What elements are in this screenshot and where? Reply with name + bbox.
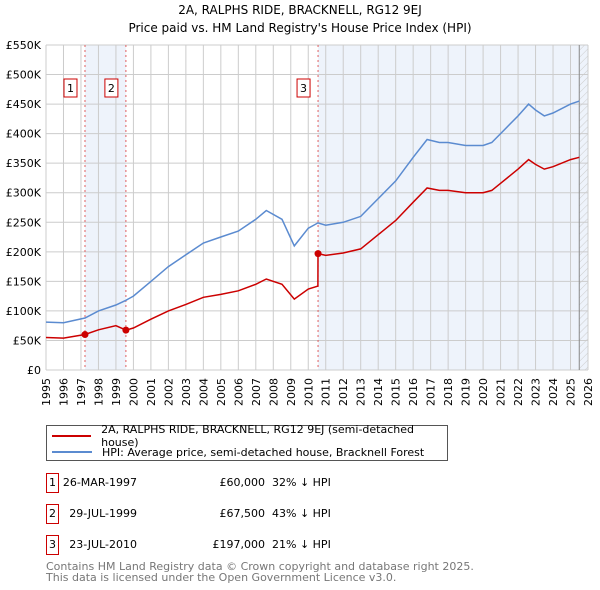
y-tick-label: £300K bbox=[6, 187, 42, 200]
sale-point bbox=[314, 250, 322, 258]
x-tick-label: 2009 bbox=[285, 378, 298, 406]
sale-point bbox=[81, 331, 89, 339]
legend-item-hpi: HPI: Average price, semi-detached house,… bbox=[47, 444, 424, 460]
sale-point bbox=[122, 326, 130, 334]
x-tick-label: 2017 bbox=[425, 378, 438, 406]
x-tick-label: 2008 bbox=[267, 378, 280, 406]
x-tick-label: 2014 bbox=[372, 378, 385, 406]
sale-marker-box bbox=[104, 78, 119, 98]
y-tick-label: £350K bbox=[6, 157, 42, 170]
legend-label: HPI: Average price, semi-detached house,… bbox=[102, 445, 425, 459]
sale-date: 26-MAR-1997 bbox=[62, 476, 137, 489]
y-tick-label: £550K bbox=[6, 39, 42, 52]
x-tick-label: 2004 bbox=[197, 378, 210, 406]
legend-label: 2A, RALPHS RIDE, BRACKNELL, RG12 9EJ (se… bbox=[101, 423, 414, 449]
y-tick-label: £500K bbox=[6, 69, 42, 82]
sale-marker-label: 3 bbox=[300, 82, 307, 95]
chart-subtitle: Price paid vs. HM Land Registry's House … bbox=[128, 21, 471, 35]
x-tick-label: 2002 bbox=[162, 378, 175, 406]
shaded-period bbox=[318, 45, 588, 370]
y-tick-label: £50K bbox=[13, 334, 42, 347]
sale-marker-box bbox=[296, 78, 311, 98]
x-tick-label: 2025 bbox=[565, 378, 578, 406]
red-line-swatch bbox=[52, 435, 92, 437]
x-tick-label: 2007 bbox=[250, 378, 263, 406]
hpi-diff: 32% ↓ HPI bbox=[272, 476, 331, 489]
sale-marker-label: 2 bbox=[108, 82, 115, 95]
x-tick-label: 2021 bbox=[495, 378, 508, 406]
x-tick-label: 2023 bbox=[530, 378, 543, 406]
hpi-diff: 43% ↓ HPI bbox=[272, 507, 331, 520]
x-tick-label: 1996 bbox=[57, 378, 70, 406]
y-tick-label: £450K bbox=[6, 98, 42, 111]
table-row: 2 29-JUL-1999 £67,500 43% ↓ HPI bbox=[46, 504, 446, 524]
sale-date: 23-JUL-2010 bbox=[69, 538, 137, 551]
future-hatch bbox=[579, 45, 588, 370]
x-tick-label: 2020 bbox=[477, 378, 490, 406]
price-chart: 2A, RALPHS RIDE, BRACKNELL, RG12 9EJ Pri… bbox=[6, 3, 595, 406]
sale-marker-box bbox=[63, 78, 78, 98]
y-tick-label: £0 bbox=[27, 364, 41, 377]
footer-copyright: Contains HM Land Registry data © Crown c… bbox=[46, 560, 474, 573]
table-row: 1 26-MAR-1997 £60,000 32% ↓ HPI bbox=[46, 473, 446, 493]
y-tick-label: £150K bbox=[6, 275, 42, 288]
sale-marker-label: 1 bbox=[67, 82, 74, 95]
blue-line-swatch bbox=[52, 451, 92, 453]
x-tick-label: 2000 bbox=[127, 378, 140, 406]
x-tick-label: 2006 bbox=[232, 378, 245, 406]
footer-licence: This data is licensed under the Open Gov… bbox=[46, 571, 397, 584]
hpi-diff: 21% ↓ HPI bbox=[272, 538, 331, 551]
x-tick-label: 1997 bbox=[75, 378, 88, 406]
x-tick-label: 2016 bbox=[407, 378, 420, 406]
table-row: 3 23-JUL-2010 £197,000 21% ↓ HPI bbox=[46, 535, 446, 555]
x-tick-label: 2005 bbox=[215, 378, 228, 406]
y-tick-label: £100K bbox=[6, 305, 42, 318]
x-tick-label: 2019 bbox=[460, 378, 473, 406]
x-tick-label: 2018 bbox=[442, 378, 455, 406]
y-tick-label: £400K bbox=[6, 128, 42, 141]
hpi-line bbox=[45, 100, 580, 324]
sale-marker-badge: 3 bbox=[46, 535, 59, 555]
legend: 2A, RALPHS RIDE, BRACKNELL, RG12 9EJ (se… bbox=[46, 423, 448, 461]
x-tick-label: 2010 bbox=[302, 378, 315, 406]
x-tick-label: 1999 bbox=[110, 378, 123, 406]
x-tick-label: 1998 bbox=[92, 378, 105, 406]
sale-marker-badge: 2 bbox=[46, 504, 59, 524]
sale-date: 29-JUL-1999 bbox=[69, 507, 137, 520]
x-tick-label: 2022 bbox=[512, 378, 525, 406]
y-tick-label: £250K bbox=[6, 216, 42, 229]
sale-price: £60,000 bbox=[219, 476, 266, 489]
sale-price: £67,500 bbox=[219, 507, 266, 520]
x-tick-label: 2001 bbox=[145, 378, 158, 406]
sale-price: £197,000 bbox=[212, 538, 266, 551]
x-tick-label: 1995 bbox=[40, 378, 53, 406]
sale-marker-badge: 1 bbox=[46, 473, 59, 493]
x-tick-label: 2012 bbox=[337, 378, 350, 406]
chart-title: 2A, RALPHS RIDE, BRACKNELL, RG12 9EJ bbox=[178, 3, 422, 17]
legend-item-property: 2A, RALPHS RIDE, BRACKNELL, RG12 9EJ (se… bbox=[47, 423, 447, 449]
x-tick-label: 2011 bbox=[320, 378, 333, 406]
y-tick-label: £200K bbox=[6, 246, 42, 259]
x-tick-label: 2003 bbox=[180, 378, 193, 406]
x-tick-label: 2026 bbox=[582, 378, 595, 406]
x-tick-label: 2013 bbox=[355, 378, 368, 406]
shaded-period bbox=[84, 45, 126, 370]
x-tick-label: 2015 bbox=[390, 378, 403, 406]
x-tick-label: 2024 bbox=[547, 378, 560, 406]
price-paid-line bbox=[45, 156, 580, 339]
